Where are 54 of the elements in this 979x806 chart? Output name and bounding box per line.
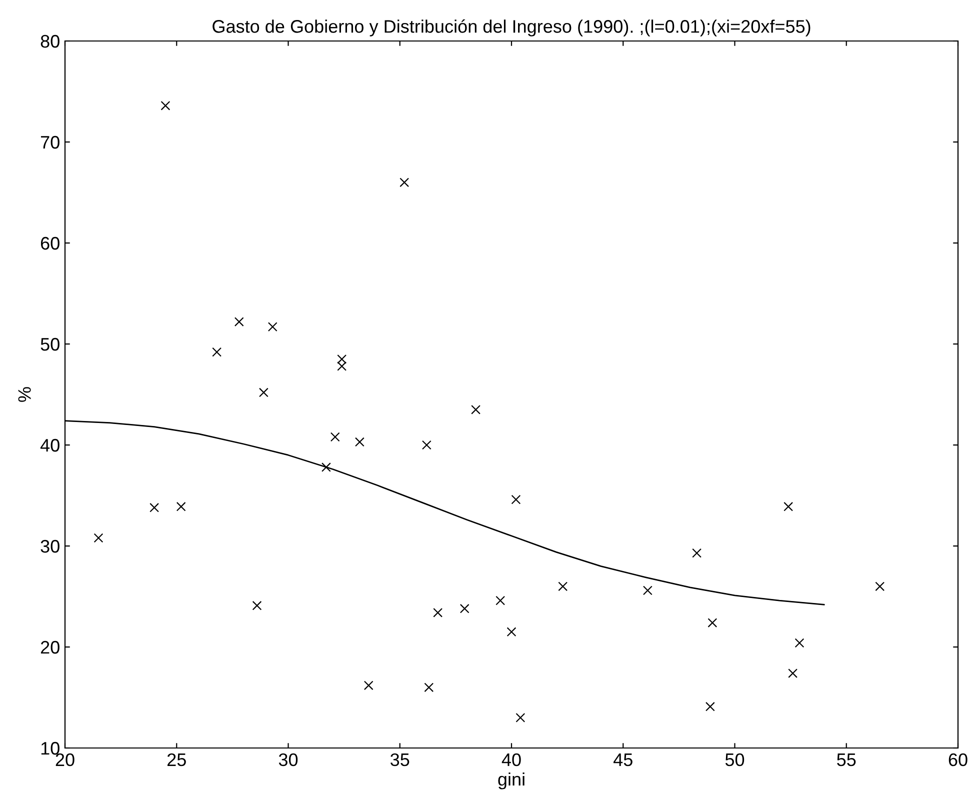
point [337, 354, 347, 364]
x-axis-title: gini [498, 772, 524, 790]
x-tick-label: 55 [837, 754, 856, 766]
point [234, 317, 244, 326]
point [337, 362, 347, 371]
point [705, 702, 715, 712]
y-tick-label: 60 [40, 236, 60, 250]
y-axis-title: % [18, 387, 31, 402]
x-tick-label: 60 [948, 753, 968, 766]
point [496, 596, 506, 606]
point [784, 502, 794, 512]
point [471, 404, 480, 414]
x-tick-label: 20 [56, 753, 74, 766]
x-tick-label: 50 [725, 753, 744, 766]
point [212, 347, 222, 357]
point [364, 680, 374, 690]
point [268, 322, 278, 332]
chart-title: Gasto de Gobierno y Distribución del Ingreso (1990). ;(l=0.01);(xi=20xf=55) [212, 19, 810, 36]
point [642, 586, 652, 596]
point [252, 600, 262, 610]
x-tick-label: 25 [167, 753, 186, 766]
point [516, 712, 526, 722]
point [176, 502, 186, 512]
point [330, 432, 340, 442]
point [94, 533, 104, 543]
x-tick-label: 30 [278, 753, 298, 766]
point [424, 682, 434, 692]
x-tick-label: 40 [502, 753, 521, 766]
point [794, 638, 804, 648]
point [422, 440, 432, 450]
point [354, 437, 364, 447]
point [558, 582, 568, 592]
y-tick-label: 20 [40, 640, 60, 654]
y-tick-label: 10 [41, 742, 60, 755]
x-tick-label: 35 [390, 753, 410, 766]
point [788, 668, 798, 678]
point [160, 100, 170, 110]
x-tick-label: 45 [614, 754, 632, 766]
point [321, 462, 331, 472]
point [692, 548, 702, 558]
y-tick-label: 40 [40, 438, 60, 452]
point [875, 582, 885, 592]
y-tick-label: 70 [40, 136, 60, 149]
point [511, 494, 521, 504]
y-tick-label: 30 [40, 540, 60, 553]
point [433, 608, 443, 618]
point [150, 502, 160, 512]
y-tick-label: 50 [40, 338, 60, 351]
y-tick-label: 80 [40, 34, 60, 48]
point [400, 178, 410, 188]
point [708, 618, 718, 628]
point [506, 627, 516, 637]
point [460, 604, 470, 614]
point [258, 388, 268, 398]
